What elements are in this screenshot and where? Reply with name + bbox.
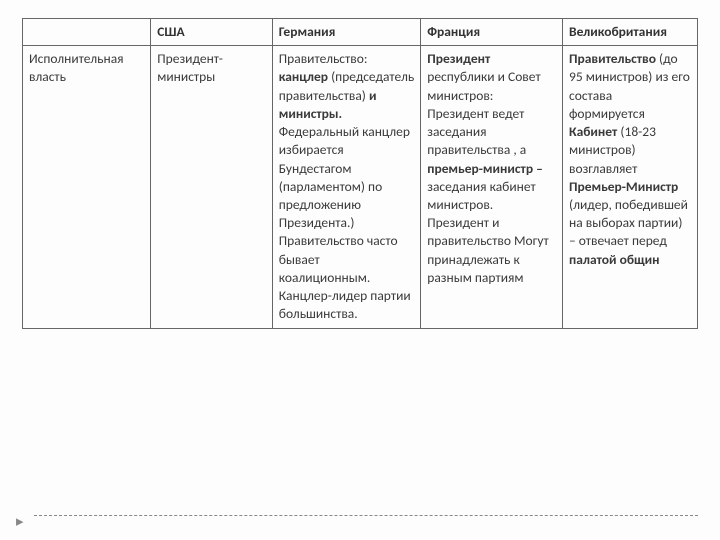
- cell-usa: Президент- министры: [151, 46, 273, 328]
- header-uk: Великобритания: [563, 19, 698, 46]
- footer-dash-line: [34, 515, 698, 516]
- header-empty: [23, 19, 151, 46]
- table-row: Исполнительная власть Президент- министр…: [23, 46, 698, 328]
- row-label: Исполнительная власть: [23, 46, 151, 328]
- header-usa: США: [151, 19, 273, 46]
- comparison-table: США Германия Франция Великобритания Испо…: [22, 18, 698, 329]
- header-germany: Германия: [272, 19, 421, 46]
- header-france: Франция: [421, 19, 563, 46]
- cell-uk: Правительство (до 95 министров) из его с…: [563, 46, 698, 328]
- cell-germany: Правительство: канцлер (председатель пра…: [272, 46, 421, 328]
- cell-france: Президент республики и Совет министров: …: [421, 46, 563, 328]
- table-header-row: США Германия Франция Великобритания: [23, 19, 698, 46]
- slide-arrow-icon: ▸: [16, 512, 24, 531]
